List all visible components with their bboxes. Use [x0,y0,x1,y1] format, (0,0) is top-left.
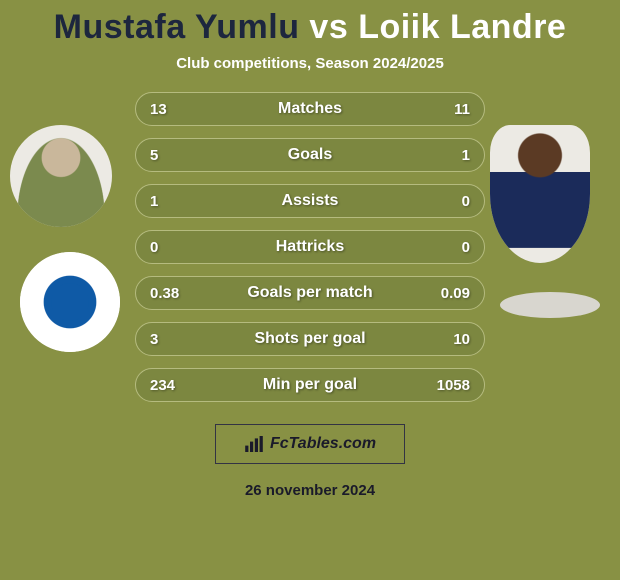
player1-club-badge [20,252,120,352]
stat-label: Min per goal [136,376,484,394]
stat-value-left: 234 [150,377,175,394]
stat-value-left: 13 [150,101,167,118]
stat-value-right: 0.09 [441,285,470,302]
stat-label: Assists [136,192,484,210]
stat-row: 0.38 Goals per match 0.09 [135,276,485,310]
stat-value-right: 1058 [437,377,470,394]
player1-avatar [10,125,112,227]
brand-box: FcTables.com [215,424,405,464]
stat-value-right: 0 [462,239,470,256]
stat-label: Shots per goal [136,330,484,348]
stats-list: 13 Matches 11 5 Goals 1 1 Assists 0 0 Ha… [135,92,485,402]
stat-value-right: 11 [454,101,470,118]
subtitle: Club competitions, Season 2024/2025 [0,55,620,72]
player2-name: Loiik Landre [358,8,566,46]
stat-row: 3 Shots per goal 10 [135,322,485,356]
stat-value-right: 0 [462,193,470,210]
stat-value-left: 5 [150,147,158,164]
player1-name: Mustafa Yumlu [54,8,300,46]
stat-value-left: 1 [150,193,158,210]
stat-label: Matches [136,100,484,118]
player2-club-badge [500,292,600,318]
avatar-placeholder-icon [10,125,112,227]
stat-row: 13 Matches 11 [135,92,485,126]
stat-row: 234 Min per goal 1058 [135,368,485,402]
club-badge-icon [20,252,120,352]
stat-value-left: 0 [150,239,158,256]
stat-label: Goals per match [136,284,484,302]
stat-row: 5 Goals 1 [135,138,485,172]
brand-text: FcTables.com [270,435,376,453]
bar-chart-icon [244,436,264,452]
stat-value-left: 3 [150,331,158,348]
stat-row: 0 Hattricks 0 [135,230,485,264]
title: Mustafa Yumlu vs Loiik Landre [0,8,620,47]
stat-value-left: 0.38 [150,285,179,302]
comparison-card: Mustafa Yumlu vs Loiik Landre Club compe… [0,0,620,580]
date: 26 november 2024 [0,482,620,499]
player2-avatar [490,125,590,263]
stat-label: Goals [136,146,484,164]
vs-text: vs [309,8,348,46]
stat-row: 1 Assists 0 [135,184,485,218]
avatar-placeholder-icon [490,125,590,263]
stat-value-right: 1 [462,147,470,164]
stat-value-right: 10 [453,331,470,348]
stat-label: Hattricks [136,238,484,256]
